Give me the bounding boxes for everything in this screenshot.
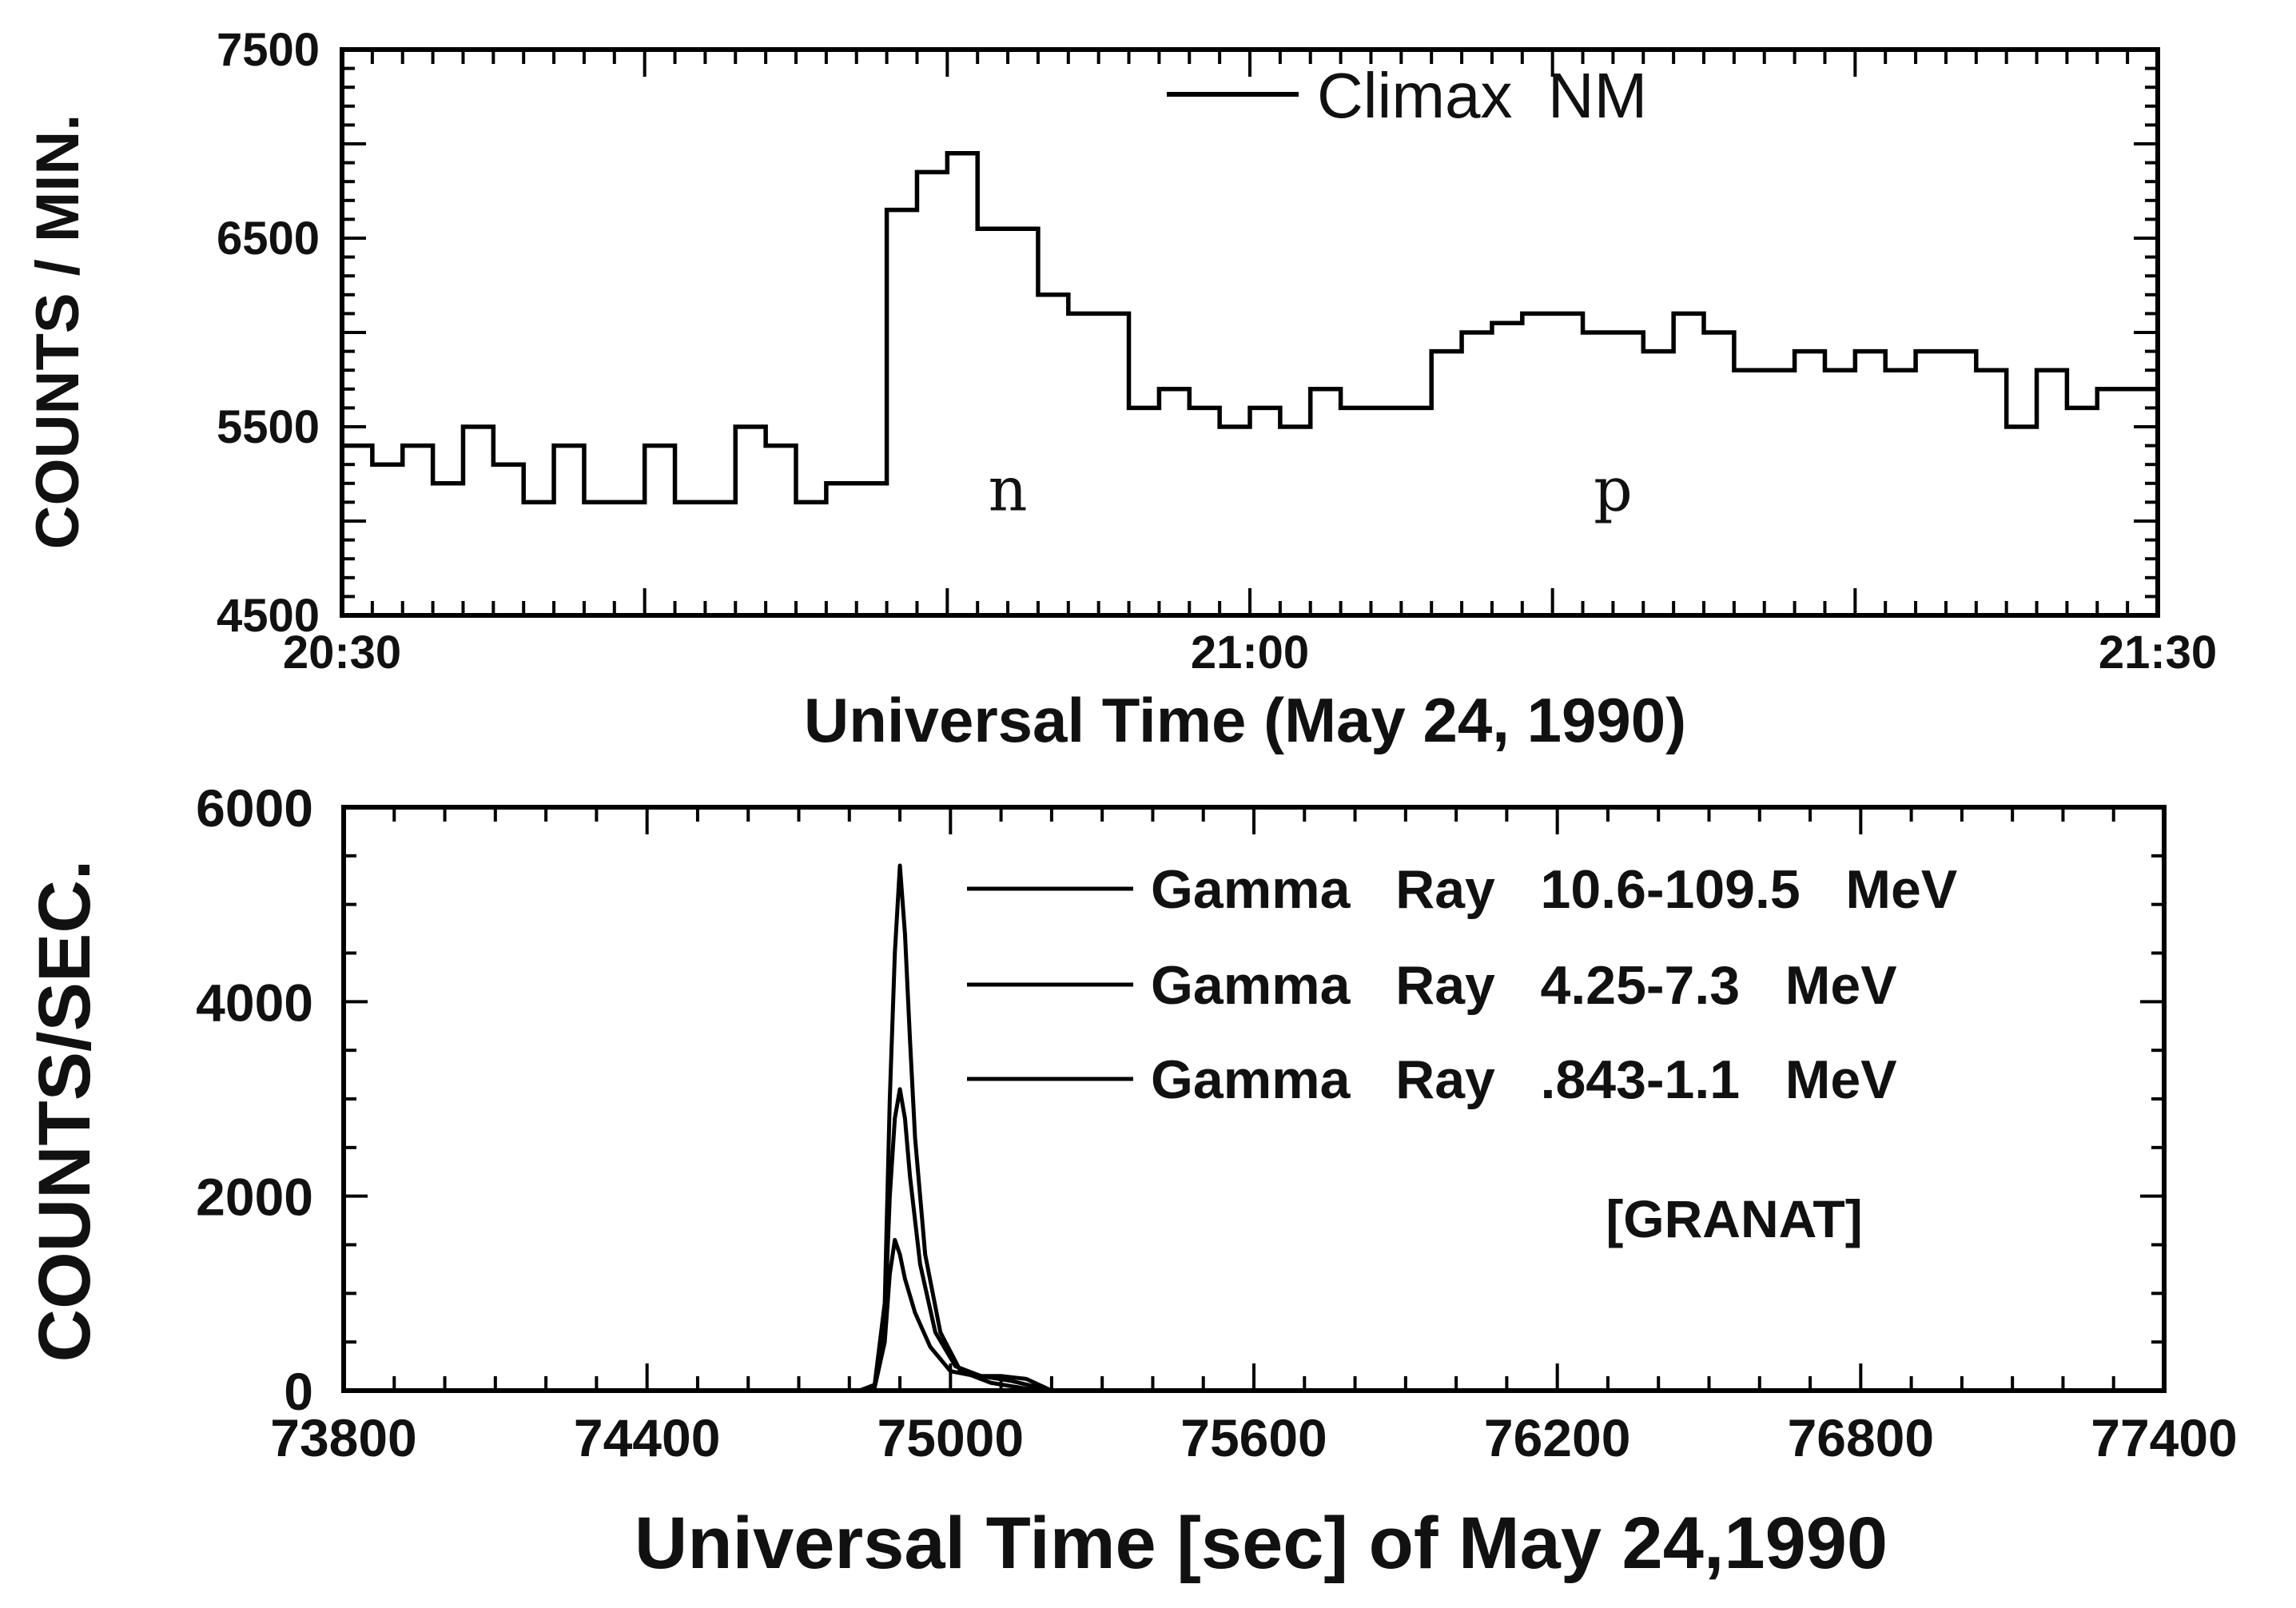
bottom-y-tick-labels: 0 2000 4000 6000: [196, 778, 313, 1421]
bottom-x-tick-label: 76200: [1484, 1408, 1631, 1467]
bottom-y-axis-title: COUNTS/SEC.: [24, 860, 105, 1363]
top-y-tick-labels: 4500 5500 6500 7500: [217, 24, 320, 642]
bottom-y-tick-label: 0: [284, 1362, 313, 1421]
top-x-axis-title: Universal Time (May 24, 1990): [804, 685, 1686, 755]
top-legend-entry: Climax NM: [1317, 60, 1647, 131]
bottom-legend-entry: Gamma Ray 10.6-109.5 MeV: [1151, 859, 1957, 920]
gamma-ray-series-line-1: [798, 863, 1052, 1393]
top-x-tick-label: 21:00: [1191, 627, 1309, 679]
bottom-legend-entry: Gamma Ray .843-1.1 MeV: [1151, 1049, 1897, 1110]
bottom-x-tick-label: 73800: [270, 1408, 417, 1467]
annotation-n: n: [989, 453, 1028, 524]
bottom-legend-entry: Gamma Ray 4.25-7.3 MeV: [1151, 955, 1897, 1016]
panel-neutron-monitor: 4500 5500 6500 7500 20:30 21:00 21:30 COUNTS …: [24, 24, 2217, 755]
top-y-tick-label: 6500: [217, 213, 320, 265]
climax-nm-series-line: [342, 151, 2158, 505]
bottom-x-axis-title: Universal Time [sec] of May 24,1990: [635, 1503, 1888, 1584]
bottom-x-tick-label: 75000: [877, 1408, 1025, 1467]
top-x-tick-label: 20:30: [283, 627, 401, 679]
top-axis-ticks: [340, 48, 2159, 617]
bottom-x-tick-label: 74400: [574, 1408, 721, 1467]
top-x-tick-labels: 20:30 21:00 21:30: [283, 627, 2217, 679]
bottom-x-tick-label: 76800: [1788, 1408, 1935, 1467]
top-y-tick-label: 5500: [217, 401, 320, 453]
granat-label: [GRANAT]: [1606, 1189, 1862, 1248]
gamma-ray-series-line-3: [798, 1237, 1052, 1393]
bottom-y-tick-label: 6000: [196, 778, 313, 838]
bottom-y-tick-label: 4000: [196, 973, 313, 1032]
top-y-axis-title: COUNTS / MIN.: [24, 114, 92, 550]
gamma-ray-series: [798, 863, 1052, 1393]
bottom-x-tick-label: 75600: [1180, 1408, 1327, 1467]
bottom-x-tick-labels: 73800 74400 75000 75600 76200 76800 77400: [270, 1408, 2238, 1467]
top-x-tick-label: 21:30: [2099, 627, 2217, 679]
top-y-tick-label: 7500: [217, 24, 320, 76]
top-legend: Climax NM: [1167, 60, 1647, 131]
top-plot-frame: [340, 47, 2160, 618]
bottom-x-tick-label: 77400: [2091, 1408, 2238, 1467]
bottom-plot-frame: [341, 805, 2167, 1393]
top-y-tick-label: 4500: [217, 590, 320, 642]
bottom-legend: Gamma Ray 10.6-109.5 MeV Gamma Ray 4.25-7…: [967, 859, 1957, 1110]
annotation-p: p: [1594, 453, 1633, 524]
bottom-y-tick-label: 2000: [196, 1168, 313, 1227]
